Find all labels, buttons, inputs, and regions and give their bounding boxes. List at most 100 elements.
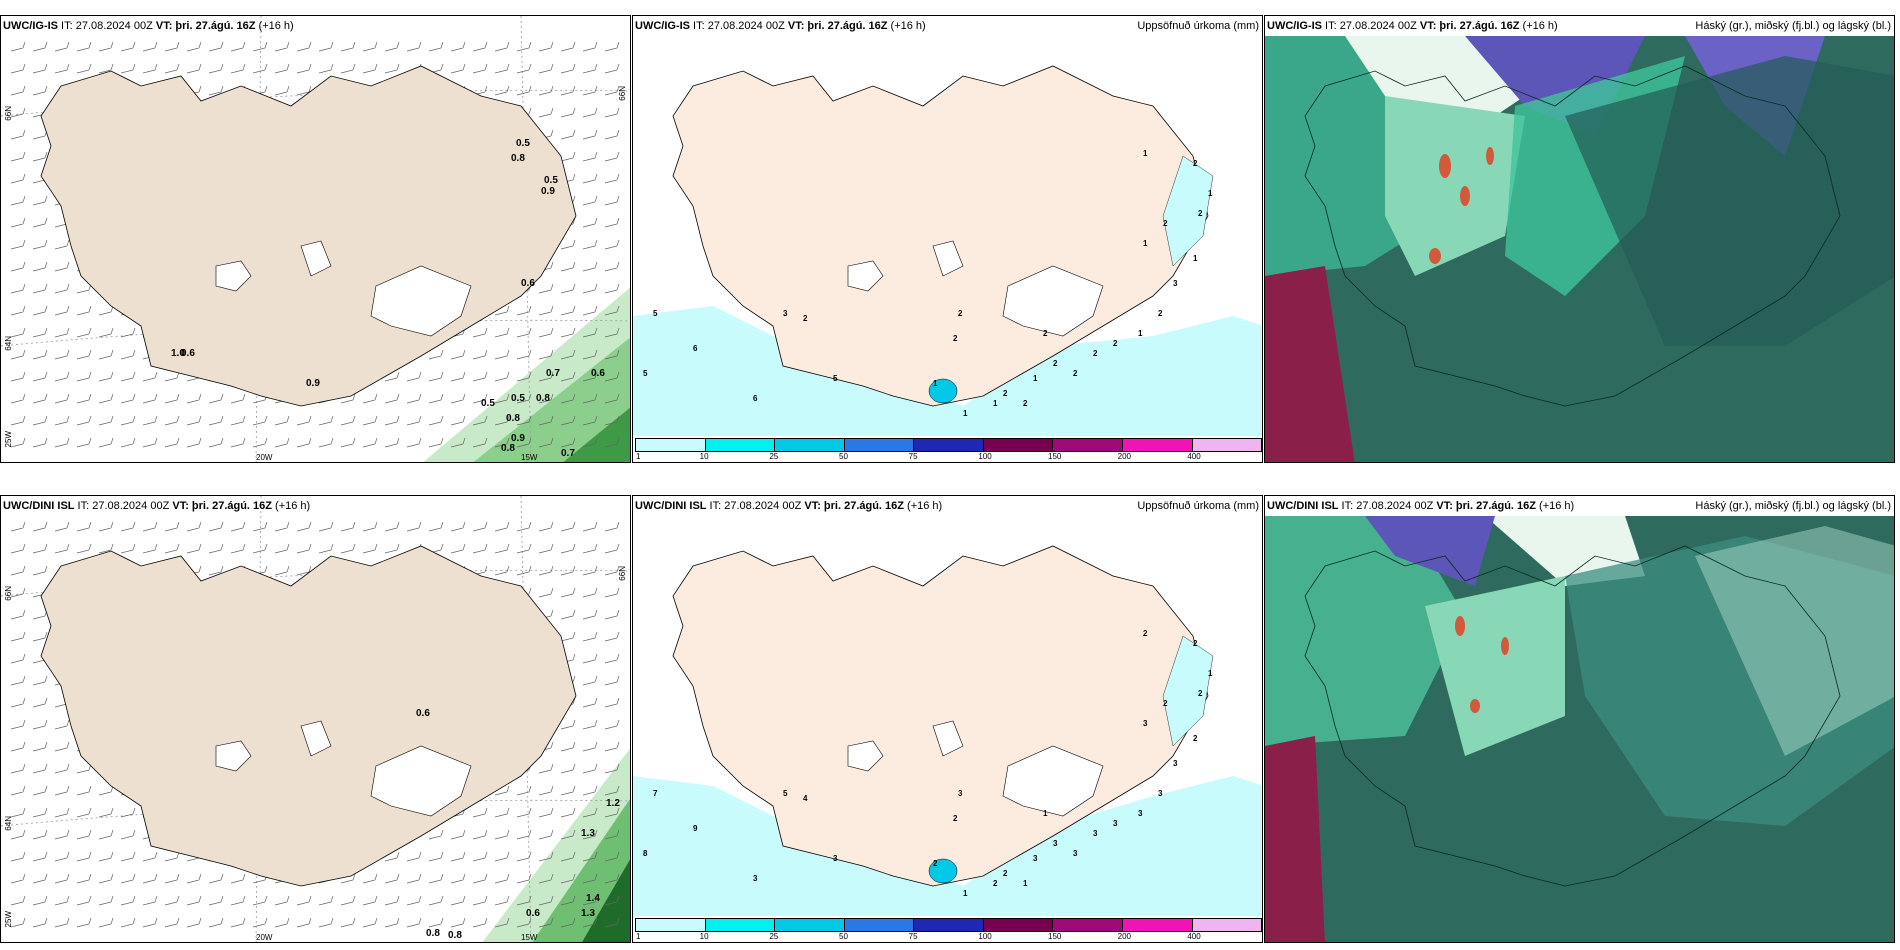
wind-barb [54, 719, 70, 730]
wind-barb [428, 349, 444, 360]
wind-barb [538, 785, 554, 796]
wind-barb [10, 261, 26, 272]
wind-barb [120, 415, 136, 426]
wind-barb [10, 653, 26, 664]
wind-barb [560, 587, 576, 598]
wind-barb [98, 895, 114, 906]
wind-barb [582, 63, 598, 74]
wind-barb [54, 521, 70, 532]
precip-value-label: 5 [783, 789, 788, 798]
wind-barb [76, 437, 92, 448]
wind-barb [54, 393, 70, 404]
wind-barb [516, 851, 532, 862]
wind-barb [494, 565, 510, 576]
wind-barb [604, 173, 620, 184]
wind-barb [582, 283, 598, 294]
colorbar-label: 150 [1048, 452, 1062, 461]
wind-barb [604, 631, 620, 642]
wind-barb [406, 393, 422, 404]
wind-barb [340, 895, 356, 906]
wind-barb [252, 543, 268, 554]
wind-barb [32, 41, 48, 52]
wind-barb [10, 107, 26, 118]
wind-barb [560, 565, 576, 576]
wind-barb [604, 873, 620, 884]
wind-barb [98, 829, 114, 840]
wind-barb [142, 873, 158, 884]
wind-barb [450, 917, 466, 928]
precip-value-label: 3 [753, 874, 758, 883]
wind-barb [494, 305, 510, 316]
wind-barb [186, 393, 202, 404]
wind-barb [54, 63, 70, 74]
wind-barb [10, 327, 26, 338]
wind-barb [472, 543, 488, 554]
wind-barb [76, 807, 92, 818]
colorbar-swatch [775, 919, 845, 931]
wind-barb [120, 829, 136, 840]
wind-barb [472, 437, 488, 448]
wind-barb [472, 63, 488, 74]
wind-barb [32, 305, 48, 316]
wind-barb [32, 283, 48, 294]
wind-barb [120, 349, 136, 360]
wind-barb [560, 327, 576, 338]
precip-value-label: 2 [953, 334, 958, 343]
wind-barb [32, 239, 48, 250]
wind-barb [10, 565, 26, 576]
wind-barb [604, 521, 620, 532]
panel-title: UWC/DINI ISL IT: 27.08.2024 00Z VT: þri.… [635, 500, 943, 512]
precip-value-label: 1 [1023, 879, 1028, 888]
precip-value-label: 2 [1023, 399, 1028, 408]
wind-barb [32, 873, 48, 884]
wind-barb [230, 393, 246, 404]
wind-barb [142, 851, 158, 862]
wind-barb [274, 543, 290, 554]
wind-barb [208, 917, 224, 928]
wind-barb [10, 521, 26, 532]
wind-barb [604, 807, 620, 818]
wind-barb [604, 327, 620, 338]
wind-barb [76, 283, 92, 294]
wind-barb [362, 415, 378, 426]
wind-barb [208, 437, 224, 448]
wind-barb [10, 895, 26, 906]
precip-value-label: 7 [653, 789, 658, 798]
wind-barb [98, 437, 114, 448]
wind-barb [428, 371, 444, 382]
wind-barb [472, 393, 488, 404]
wind-barb [516, 873, 532, 884]
wind-barb [604, 85, 620, 96]
wind-barb [582, 763, 598, 774]
wind-barb [98, 305, 114, 316]
wind-barb [296, 543, 312, 554]
wind-barb [582, 807, 598, 818]
wind-barb [604, 543, 620, 554]
wind-barb [296, 415, 312, 426]
wind-barb [32, 565, 48, 576]
wind-barb [10, 195, 26, 206]
wind-barb [604, 151, 620, 162]
wind-barb [32, 763, 48, 774]
wind-barb [32, 851, 48, 862]
precip-value-label: 1 [1208, 189, 1213, 198]
precip-value-label: 2 [1193, 639, 1198, 648]
wind-barb [538, 851, 554, 862]
wind-barb [384, 895, 400, 906]
wind-barb [538, 543, 554, 554]
precip-value-label: 2 [1158, 309, 1163, 318]
lat-label: 66N [618, 566, 627, 581]
wind-barb [582, 305, 598, 316]
wind-barb [450, 63, 466, 74]
precip-value-label: 3 [1113, 819, 1118, 828]
wind-barb [560, 719, 576, 730]
wind-barb [560, 873, 576, 884]
wind-barb [54, 437, 70, 448]
wind-barb [318, 543, 334, 554]
wind-barb [516, 917, 532, 928]
wind-barb [406, 873, 422, 884]
wind-barb [54, 305, 70, 316]
wind-barb [274, 63, 290, 74]
wind-barb [604, 829, 620, 840]
gust-value-label: 0.8 [501, 443, 515, 454]
